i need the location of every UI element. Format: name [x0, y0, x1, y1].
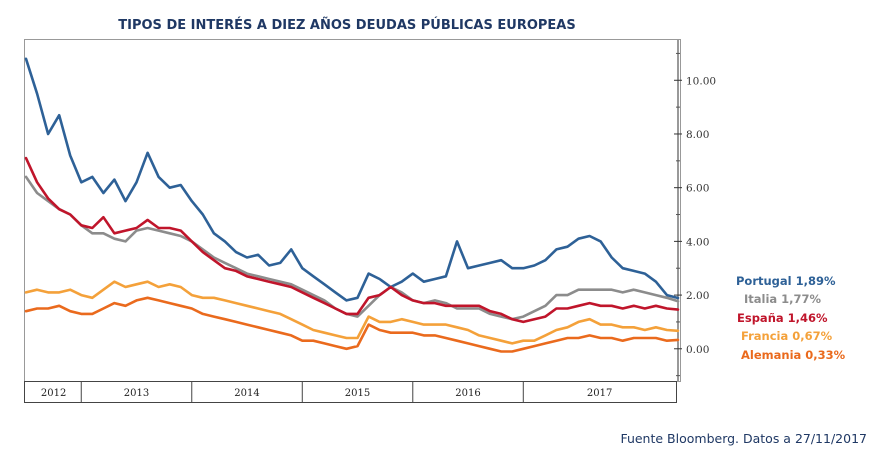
legend-item-portugal: Portugal 1,89% [736, 274, 836, 288]
x-tick-label: 2013 [124, 388, 149, 399]
plot-frame [24, 39, 681, 382]
x-axis-band [24, 381, 677, 403]
series-line-italia [24, 175, 680, 321]
x-axis: 2012 2013 2014 2015 2016 2017 [41, 382, 612, 402]
series-line-alemania [24, 296, 680, 353]
x-tick-label: 2015 [345, 388, 370, 399]
legend-item-italia: Italia 1,77% [744, 292, 822, 306]
y-tick-label: 4.00 [686, 236, 709, 248]
x-tick-label: 2016 [455, 388, 480, 399]
y-tick-label: 0.00 [686, 344, 709, 356]
chart-title: TIPOS DE INTERÉS A DIEZ AÑOS DEUDAS PÚBL… [118, 17, 575, 33]
legend: Portugal 1,89% Italia 1,77% España 1,46% Fr… [736, 274, 846, 362]
legend-item-alemania: Alemania 0,33% [741, 348, 846, 362]
series-line-portugal [24, 57, 680, 302]
x-tick-label: 2012 [41, 388, 66, 399]
y-tick-label: 2.00 [686, 290, 709, 302]
x-tick-label: 2017 [587, 388, 612, 399]
y-tick-label: 8.00 [686, 129, 709, 141]
legend-item-francia: Francia 0,67% [741, 329, 833, 343]
x-tick-label: 2014 [234, 388, 259, 399]
series-line-francia [24, 280, 680, 345]
series-line-espana [24, 156, 680, 324]
source-note: Fuente Bloomberg. Datos a 27/11/2017 [620, 431, 867, 446]
y-axis: 0.00 2.00 4.00 6.00 8.00 10.00 [674, 40, 716, 381]
legend-item-espana: España 1,46% [737, 311, 828, 325]
y-tick-label: 10.00 [686, 75, 716, 87]
series-layer [24, 57, 680, 353]
y-tick-label: 6.00 [686, 183, 709, 195]
